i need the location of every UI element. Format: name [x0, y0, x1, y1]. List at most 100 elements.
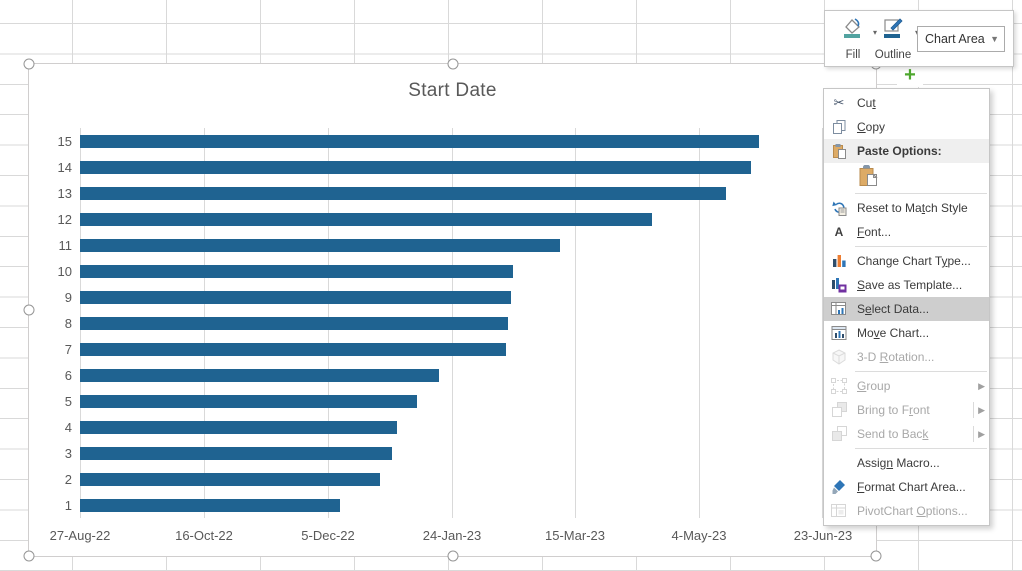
menu-item-send-to-back[interactable]: Send to Back ▶ — [824, 422, 989, 446]
x-axis-tick-label: 4-May-23 — [671, 528, 727, 543]
resize-handle-bottom-right[interactable] — [870, 550, 882, 562]
chart-element-selector[interactable]: Chart Area ▼ — [917, 26, 1005, 52]
menu-item-font[interactable]: A Font... — [824, 220, 989, 244]
menu-item-pivotchart-options[interactable]: PivotChart Options... — [824, 499, 989, 523]
value-axis-gridline — [575, 128, 576, 518]
category-axis-label: 1 — [64, 498, 72, 513]
category-axis-label: 10 — [57, 264, 72, 279]
category-axis-label: 4 — [64, 420, 72, 435]
menu-item-save-as-template[interactable]: Save as Template... — [824, 273, 989, 297]
menu-item-label: Format Chart Area... — [857, 480, 966, 494]
category-axis-label: 12 — [57, 212, 72, 227]
category-axis-label: 15 — [57, 134, 72, 149]
menu-item-label: Assign Macro... — [857, 456, 940, 470]
menu-item-label: Save as Template... — [857, 278, 963, 292]
menu-item-label: Send to Back — [857, 427, 929, 441]
x-axis-tick-label: 24-Jan-23 — [422, 528, 482, 543]
data-bar-category-13[interactable] — [80, 187, 726, 200]
paste-option-button[interactable] — [855, 164, 881, 190]
submenu-divider — [973, 426, 975, 442]
menu-item-reset-to-match-style[interactable]: Reset to Match Style — [824, 196, 989, 220]
data-bar-category-1[interactable] — [80, 499, 340, 512]
menu-item-label: Move Chart... — [857, 326, 930, 340]
menu-item-label: 3-D Rotation... — [857, 350, 935, 364]
x-axis-tick-label: 15-Mar-23 — [545, 528, 605, 543]
menu-item-label: Font... — [857, 225, 892, 239]
data-bar-category-14[interactable] — [80, 161, 751, 174]
menu-item-move-chart[interactable]: Move Chart... — [824, 321, 989, 345]
menu-item-change-chart-type[interactable]: Change Chart Type... — [824, 249, 989, 273]
data-bar-category-5[interactable] — [80, 395, 417, 408]
context-menu: ✂ Cut Copy Paste Options: Reset to Match Sty… — [823, 88, 990, 526]
category-axis-label: 9 — [64, 290, 72, 305]
menu-icon-placeholder — [830, 455, 848, 471]
outline-dropdown-caret[interactable]: ▾ — [915, 28, 919, 37]
mini-toolbar: ▾ Fill ▾ Outline Chart Area ▼ — [824, 10, 1014, 67]
data-bar-category-10[interactable] — [80, 265, 513, 278]
resize-handle-middle-left[interactable] — [23, 304, 35, 316]
menu-item-label: Copy — [857, 120, 886, 134]
value-axis-gridline — [699, 128, 700, 518]
chart-area[interactable]: Start Date 27-Aug-22 16-Oct-22 5-Dec-22 24-… — [23, 58, 882, 562]
fill-bucket-icon — [841, 16, 865, 45]
menu-item-label: Bring to Front — [857, 403, 930, 417]
chevron-down-icon[interactable]: ▼ — [990, 34, 999, 44]
fill-swatch — [844, 34, 860, 38]
fill-dropdown-caret[interactable]: ▾ — [872, 28, 877, 37]
data-bar-category-7[interactable] — [80, 343, 506, 356]
group-icon — [830, 378, 848, 394]
data-bar-category-6[interactable] — [80, 369, 439, 382]
fill-button-label: Fill — [845, 49, 861, 61]
data-bar-category-4[interactable] — [80, 421, 397, 434]
data-bar-category-12[interactable] — [80, 213, 652, 226]
resize-handle-top-left[interactable] — [23, 58, 35, 70]
x-axis-tick-label: 5-Dec-22 — [301, 528, 355, 543]
data-bar-category-8[interactable] — [80, 317, 508, 330]
menu-separator — [855, 371, 987, 372]
chart-element-selector-value: Chart Area — [925, 32, 985, 46]
resize-handle-bottom-center[interactable] — [447, 550, 458, 562]
data-bar-category-2[interactable] — [80, 473, 380, 486]
fill-button[interactable]: ▾ Fill — [833, 16, 877, 62]
submenu-arrow-icon: ▶ — [978, 428, 985, 439]
data-bar-category-3[interactable] — [80, 447, 392, 460]
chart-elements-plus-button[interactable]: + — [897, 64, 923, 87]
menu-item-3d-rotation[interactable]: 3-D Rotation... — [824, 345, 989, 369]
paste-icon — [830, 143, 848, 159]
data-bar-category-11[interactable] — [80, 239, 560, 252]
menu-item-paste-options: Paste Options: — [824, 139, 989, 163]
data-bar-category-15[interactable] — [80, 135, 759, 148]
menu-item-bring-to-front[interactable]: Bring to Front ▶ — [824, 398, 989, 422]
menu-item-format-chart-area[interactable]: Format Chart Area... — [824, 475, 989, 499]
menu-item-group[interactable]: Group ▶ — [824, 374, 989, 398]
outline-button[interactable]: ▾ Outline — [873, 16, 919, 62]
chart-title[interactable]: Start Date — [408, 80, 497, 101]
menu-item-cut[interactable]: ✂ Cut — [824, 91, 989, 115]
value-axis-gridline — [822, 128, 823, 518]
menu-item-label: Change Chart Type... — [857, 254, 971, 268]
menu-separator — [855, 448, 987, 449]
pivot-icon — [830, 503, 848, 519]
category-axis-label: 8 — [64, 316, 72, 331]
x-axis-tick-label: 16-Oct-22 — [175, 528, 233, 543]
category-axis-label: 5 — [64, 394, 72, 409]
menu-item-copy[interactable]: Copy — [824, 115, 989, 139]
menu-item-assign-macro[interactable]: Assign Macro... — [824, 451, 989, 475]
data-bar-category-9[interactable] — [80, 291, 511, 304]
x-axis-tick-label: 27-Aug-22 — [49, 528, 111, 543]
resize-handle-bottom-left[interactable] — [23, 550, 35, 562]
format-area-icon — [830, 479, 848, 495]
paste-options-row — [824, 163, 989, 191]
menu-separator — [855, 193, 987, 194]
category-axis-label: 6 — [64, 368, 72, 383]
menu-item-select-data[interactable]: Select Data... — [824, 297, 989, 321]
reset-icon — [830, 200, 848, 216]
category-axis-label: 2 — [64, 472, 72, 487]
category-axis-label: 7 — [64, 342, 72, 357]
submenu-arrow-icon: ▶ — [978, 380, 985, 391]
copy-icon — [830, 119, 848, 135]
resize-handle-top-center[interactable] — [447, 58, 458, 70]
plot-area[interactable]: 27-Aug-22 16-Oct-22 5-Dec-22 24-Jan-23 15-Ma… — [50, 128, 852, 543]
menu-item-label: Paste Options: — [857, 144, 942, 158]
menu-item-label: Select Data... — [857, 302, 930, 316]
